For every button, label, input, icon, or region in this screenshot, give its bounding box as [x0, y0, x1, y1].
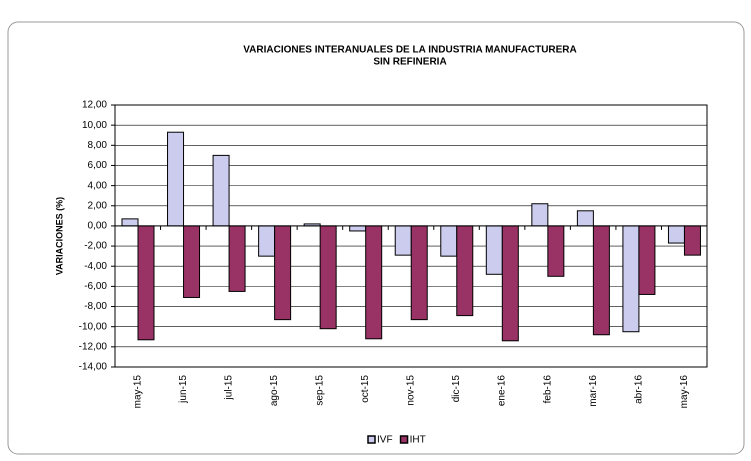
chart-title: VARIACIONES INTERANUALES DE LA INDUSTRIA…: [243, 45, 577, 56]
bar: [638, 225, 656, 295]
y-tick-label: 6,00: [88, 160, 108, 171]
y-tick-label: 2,00: [88, 200, 108, 211]
legend-label: IVF: [377, 435, 393, 446]
bar: [576, 210, 594, 227]
bar: [121, 218, 139, 227]
y-tick-label: -14,00: [79, 362, 108, 373]
x-tick-label: abr-16: [633, 375, 644, 404]
bar: [365, 225, 383, 340]
bar: [440, 225, 458, 257]
bar: [258, 225, 276, 257]
bar: [410, 225, 428, 321]
x-tick-label: ago-15: [269, 375, 280, 407]
bar: [212, 154, 230, 227]
bar: [394, 225, 412, 256]
bar: [274, 225, 292, 321]
y-tick-label: -4,00: [84, 261, 107, 272]
bar: [485, 225, 503, 275]
y-tick-label: 4,00: [88, 180, 108, 191]
x-tick-label: mar-16: [588, 375, 599, 407]
bar: [683, 225, 701, 256]
y-tick-label: -8,00: [84, 301, 107, 312]
bar: [183, 225, 201, 298]
y-axis-label: VARIACIONES (%): [54, 197, 64, 275]
x-tick-label: ene-16: [497, 375, 508, 407]
bar: [456, 225, 474, 317]
x-tick-label: jul-15: [223, 375, 234, 401]
x-tick-label: may-15: [132, 375, 143, 409]
bar: [319, 225, 337, 330]
y-tick-label: -12,00: [79, 341, 108, 352]
bar: [167, 131, 185, 227]
x-tick-label: oct-15: [360, 375, 371, 403]
y-tick-label: 8,00: [88, 140, 108, 151]
bar: [531, 203, 549, 227]
x-tick-label: nov-15: [406, 375, 417, 406]
x-tick-label: sep-15: [315, 375, 326, 406]
y-tick-label: -6,00: [84, 281, 107, 292]
y-tick-label: -10,00: [79, 321, 108, 332]
y-tick-label: -2,00: [84, 241, 107, 252]
bar: [547, 225, 565, 277]
x-tick-label: jun-15: [178, 375, 189, 404]
legend-swatch: [399, 435, 409, 444]
chart-subtitle: SIN REFINERIA: [373, 57, 446, 68]
bar: [501, 225, 519, 342]
bar: [228, 225, 246, 292]
bar: [667, 225, 685, 244]
y-tick-label: 0,00: [88, 221, 108, 232]
y-tick-label: 12,00: [82, 100, 107, 111]
bar: [592, 225, 610, 336]
bar: [622, 225, 640, 333]
plot-frame: [114, 104, 708, 368]
x-tick-label: dic-15: [451, 375, 462, 403]
y-tick-label: 10,00: [82, 120, 107, 131]
bar: [349, 225, 367, 232]
bar: [137, 225, 155, 341]
x-tick-label: may-16: [679, 375, 690, 409]
x-tick-label: feb-16: [542, 375, 553, 404]
legend-label: IHT: [410, 435, 426, 446]
legend-swatch: [367, 435, 376, 444]
